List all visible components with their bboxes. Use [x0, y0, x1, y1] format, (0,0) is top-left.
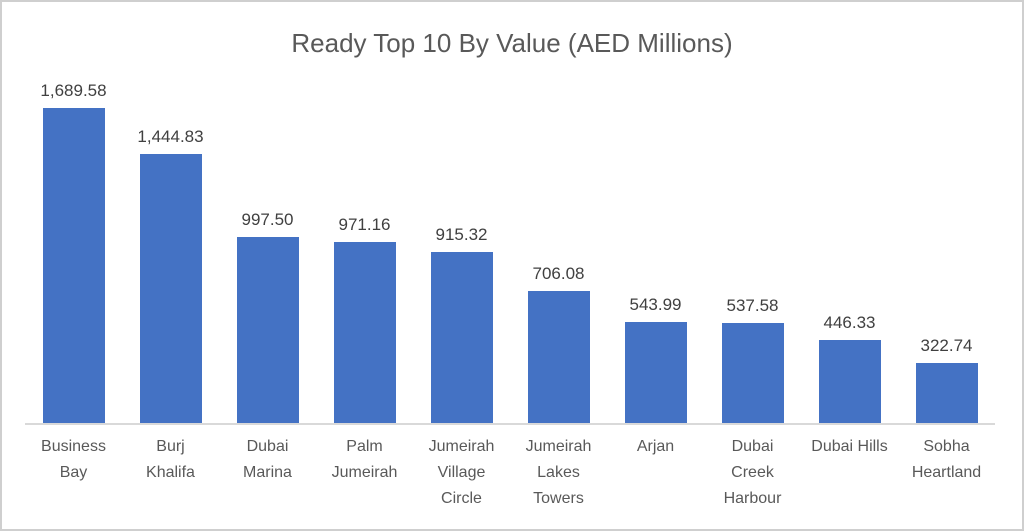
category-label: Dubai Marina [243, 438, 292, 481]
x-axis-line [25, 423, 995, 425]
category-label: Sobha Heartland [911, 438, 982, 481]
bar-slot: 322.74 [898, 336, 995, 423]
value-label: 1,444.83 [137, 127, 204, 146]
bar-slot: 971.16 [316, 215, 413, 423]
bar [818, 340, 881, 423]
value-label: 915.32 [435, 225, 488, 244]
category-label: Arjan [636, 438, 675, 455]
bar [236, 237, 299, 423]
bar [430, 252, 493, 423]
bar-slot: 706.08 [510, 264, 607, 423]
bar-slot: 997.50 [219, 210, 316, 423]
category-label: Jumeirah Village Circle [428, 438, 495, 507]
bar-slot: 915.32 [413, 225, 510, 423]
value-label: 997.50 [241, 210, 294, 229]
plot-area: 1,689.58 1,444.83 997.50 971.16 915.32 706.08… [25, 2, 995, 423]
bar-slot: 446.33 [801, 313, 898, 423]
bar [915, 363, 978, 423]
chart-title: Ready Top 10 By Value (AED Millions) [291, 28, 733, 58]
bar [42, 108, 105, 423]
x-axis-category-labels: Business Bay Burj Khalifa Dubai Marina Palm… [25, 434, 995, 512]
value-label: 322.74 [920, 336, 973, 355]
value-label: 543.99 [629, 295, 682, 314]
category-label: Dubai Hills [811, 438, 888, 455]
value-label: 446.33 [823, 313, 876, 332]
value-label: 706.08 [532, 264, 585, 283]
bar [333, 242, 396, 423]
bar-slot: 1,444.83 [122, 127, 219, 423]
bar [721, 323, 784, 423]
category-label: Burj Khalifa [146, 438, 195, 481]
bar-slot: 1,689.58 [25, 81, 122, 423]
bar [624, 322, 687, 423]
bar-slot: 537.58 [704, 296, 801, 423]
value-label: 1,689.58 [40, 81, 107, 100]
value-label: 537.58 [726, 296, 779, 315]
bar [139, 154, 202, 423]
category-label: Dubai Creek Harbour [723, 438, 782, 507]
bar [527, 291, 590, 423]
value-label: 971.16 [338, 215, 391, 234]
category-label: Palm Jumeirah [331, 438, 398, 481]
category-label: Jumeirah Lakes Towers [525, 438, 592, 507]
bar-slot: 543.99 [607, 295, 704, 423]
category-label: Business Bay [41, 438, 106, 481]
